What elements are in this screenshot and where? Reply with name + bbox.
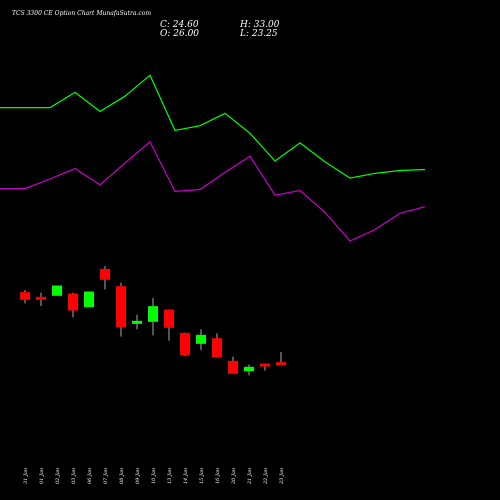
open-value: O: 26.00 <box>160 29 200 39</box>
candle-body <box>132 320 142 324</box>
candle-body <box>180 332 190 356</box>
candle-body <box>228 360 238 374</box>
candle-body <box>212 338 222 358</box>
candle-body <box>52 285 62 296</box>
x-tick-label: 01 Jan <box>39 468 45 484</box>
x-tick-label: 14 Jan <box>183 468 189 484</box>
low-value: L: 23.25 <box>240 29 278 39</box>
x-tick-label: 07 Jan <box>103 468 109 484</box>
close-value: C: 24.60 <box>160 20 199 30</box>
ma-line-magenta <box>0 140 426 242</box>
x-tick-label: 09 Jan <box>135 468 141 484</box>
chart-title: TCS 3300 CE Option Chart MunafaSutra.com <box>12 10 152 17</box>
candle-body <box>276 362 286 366</box>
x-tick-label: 31 Jan <box>23 468 29 484</box>
x-tick-label: 03 Jan <box>71 468 77 484</box>
x-tick-label: 16 Jan <box>215 468 221 484</box>
candle-body <box>68 293 78 311</box>
x-tick-label: 02 Jan <box>55 468 61 484</box>
candle-body <box>116 286 126 328</box>
candle-body <box>100 268 110 280</box>
x-tick-label: 06 Jan <box>87 468 93 484</box>
high-value: H: 33.00 <box>240 20 280 30</box>
candle-body <box>36 296 46 300</box>
x-tick-label: 08 Jan <box>119 468 125 484</box>
x-tick-label: 15 Jan <box>199 468 205 484</box>
candle-body <box>84 291 94 308</box>
x-tick-label: 22 Jan <box>263 468 269 485</box>
candle-body <box>260 363 270 367</box>
candle-body <box>164 309 174 328</box>
candle-body <box>244 366 254 372</box>
ma-line-green <box>0 74 426 179</box>
candle-body <box>196 334 206 344</box>
x-tick-label: 21 Jan <box>247 468 253 485</box>
x-tick-label: 10 Jan <box>151 468 157 484</box>
x-tick-label: 23 Jan <box>279 468 285 485</box>
x-tick-label: 20 Jan <box>231 468 237 485</box>
x-tick-label: 13 Jan <box>167 468 173 484</box>
candle-body <box>148 306 158 322</box>
candle-body <box>20 292 30 300</box>
